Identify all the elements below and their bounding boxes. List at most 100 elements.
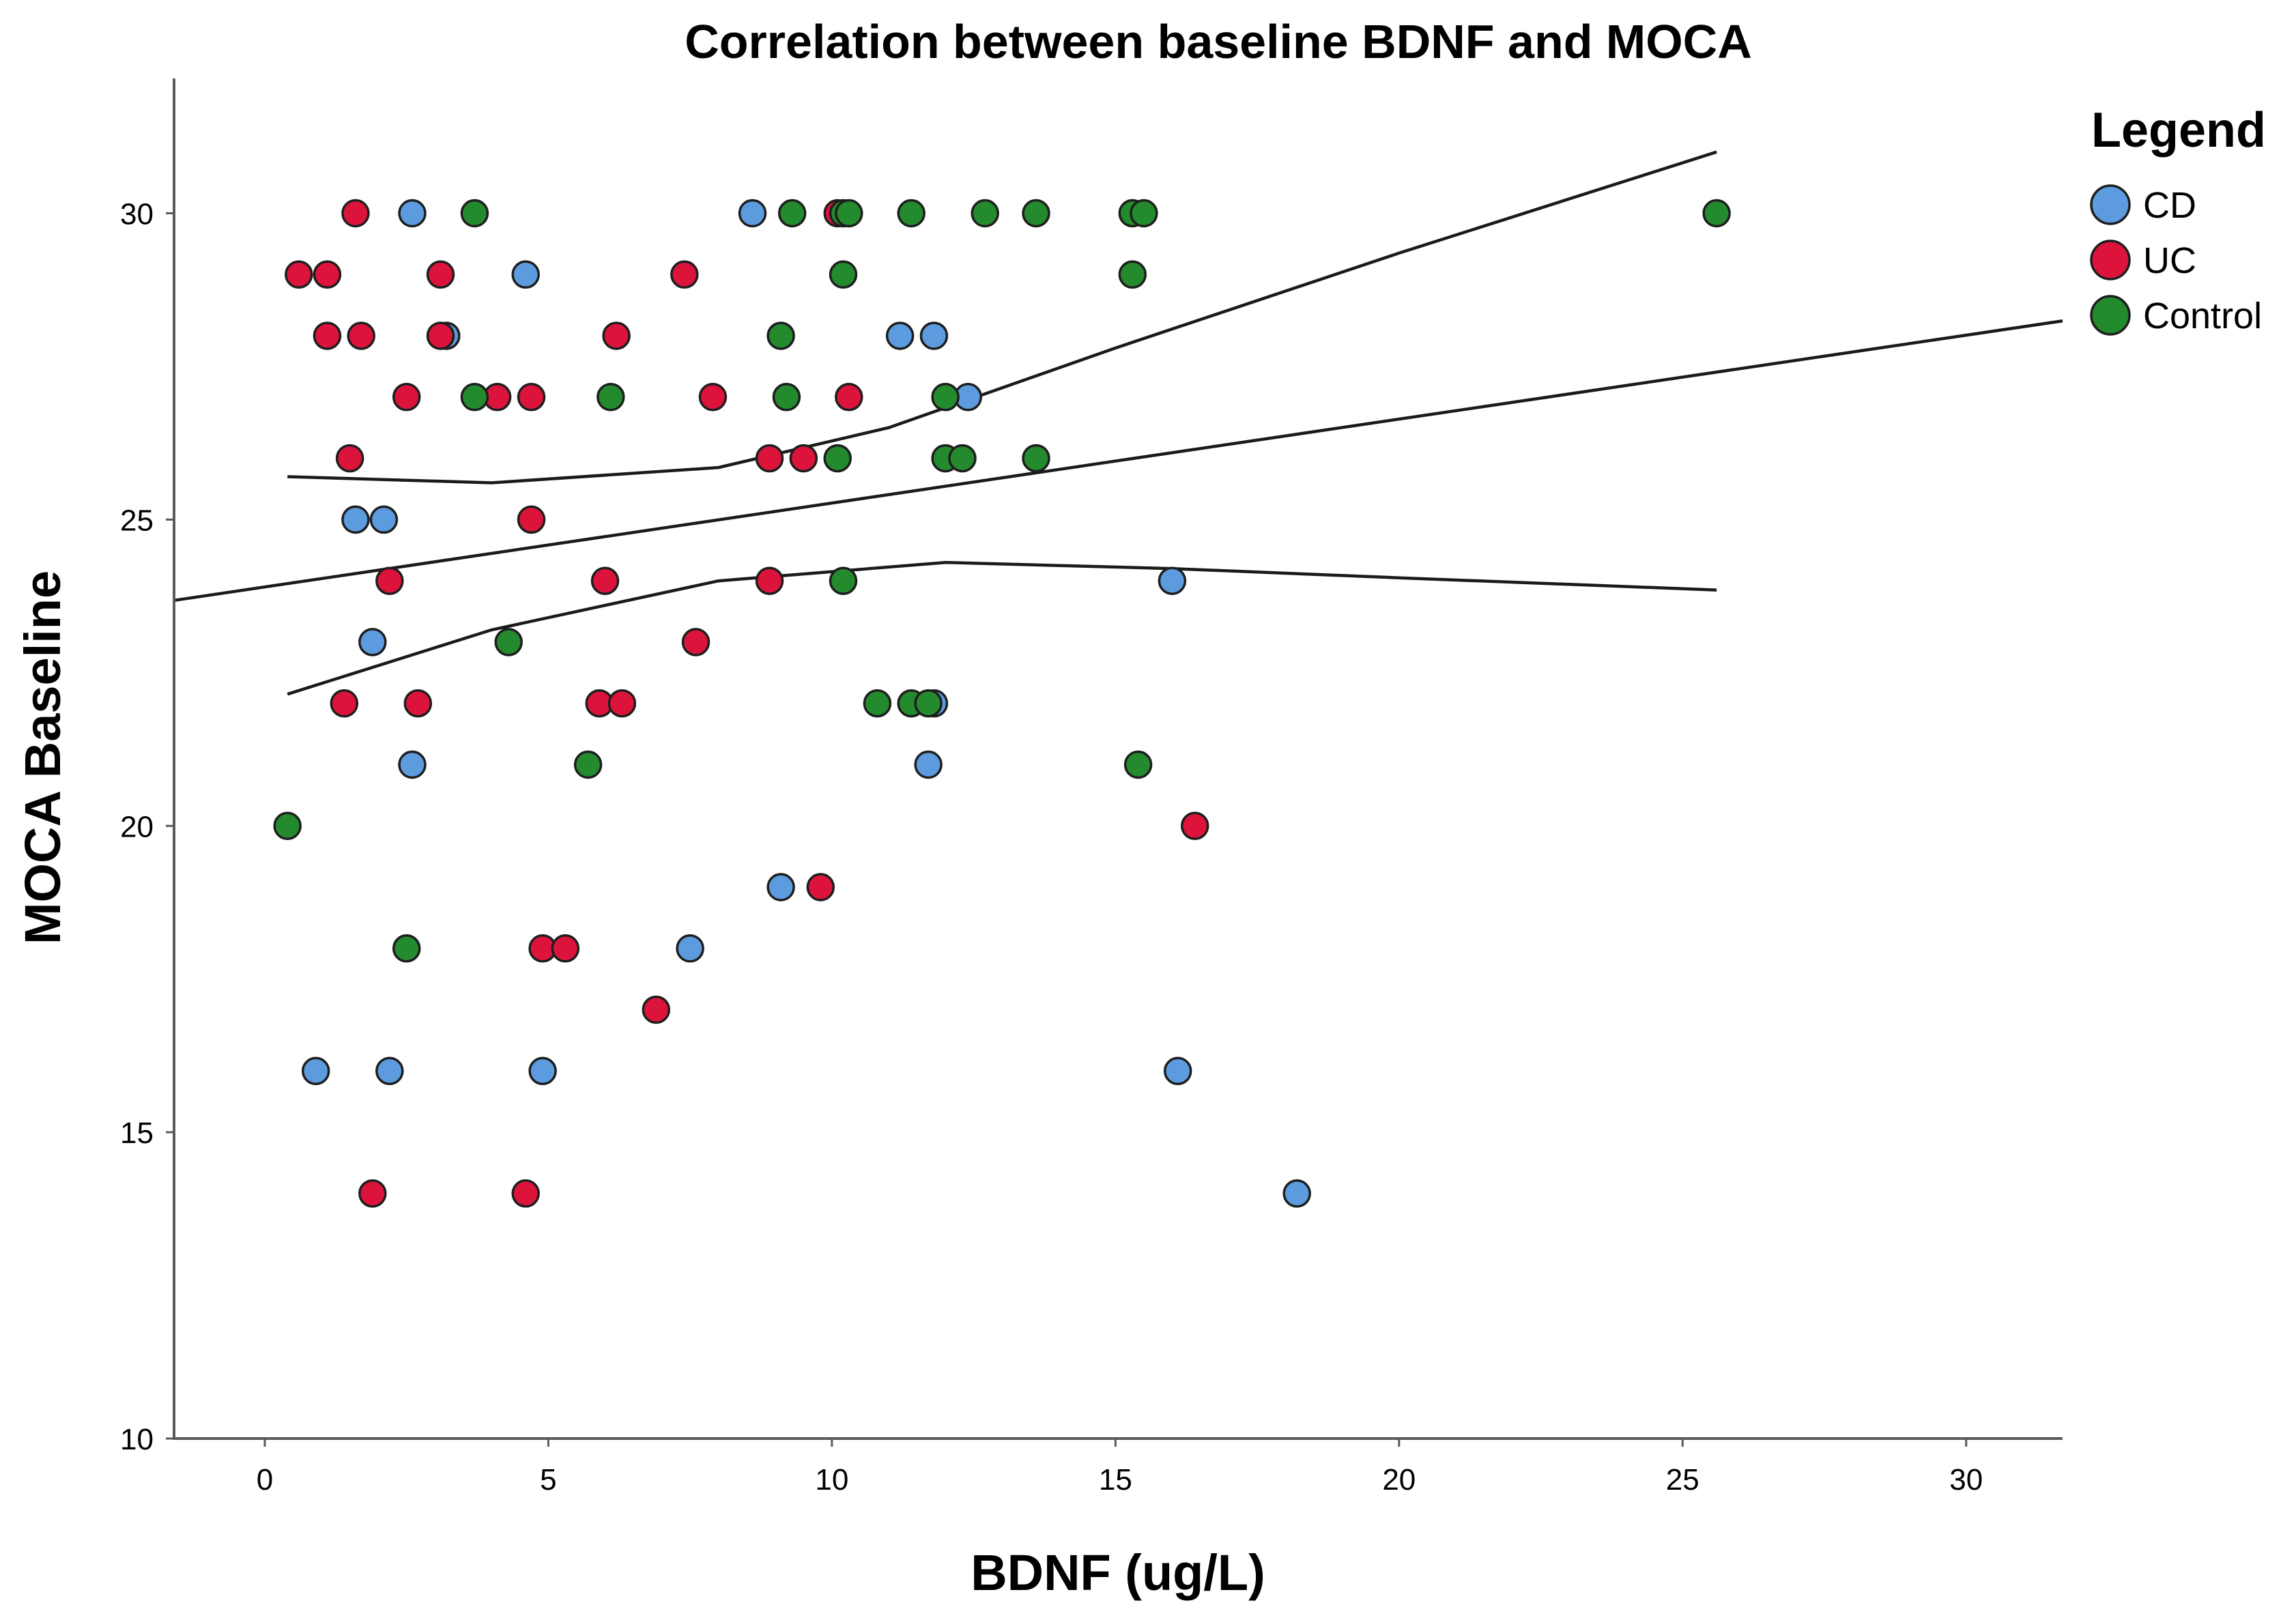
data-point-uc: [403, 689, 433, 718]
data-point-cd: [766, 873, 795, 901]
data-point-control: [897, 199, 925, 228]
legend-swatch-control: [2090, 295, 2131, 336]
data-point-uc: [789, 444, 818, 473]
legend-label-uc: UC: [2143, 240, 2196, 281]
chart-title: Correlation between baseline BDNF and MO…: [685, 15, 1752, 68]
data-point-control: [1702, 199, 1731, 228]
data-point-control: [1022, 444, 1050, 473]
data-point-uc: [426, 321, 455, 350]
data-point-uc: [551, 934, 580, 963]
data-point-control: [863, 689, 892, 718]
data-point-control: [971, 199, 999, 228]
data-point-control: [460, 383, 489, 411]
data-point-cd: [375, 1056, 404, 1086]
data-point-cd: [398, 199, 427, 228]
data-point-uc: [511, 1179, 540, 1208]
data-point-control: [1118, 260, 1147, 289]
data-point-uc: [642, 995, 671, 1024]
data-point-control: [1022, 199, 1050, 228]
tick-labels: 0 5 10 15 20 25 30 10 15 20 25 30: [120, 198, 1983, 1497]
data-point-uc: [347, 321, 375, 350]
data-point-uc: [313, 321, 342, 350]
plot-area: [173, 150, 2063, 1208]
legend-swatch-uc: [2090, 240, 2131, 280]
y-tick-label: 30: [120, 198, 154, 231]
data-point-control: [273, 811, 302, 841]
x-tick-label: 0: [257, 1463, 273, 1497]
data-point-cd: [1158, 566, 1187, 595]
data-point-control: [494, 628, 523, 656]
data-point-cd: [341, 505, 370, 534]
data-point-cd: [914, 750, 943, 779]
data-point-uc: [341, 199, 370, 228]
y-axis-label: MOCA Baseline: [14, 570, 71, 944]
data-point-uc: [806, 873, 835, 901]
data-point-cd: [885, 321, 915, 350]
data-point-control: [1130, 199, 1158, 228]
x-tick-label: 5: [540, 1463, 556, 1497]
data-point-uc: [285, 260, 313, 289]
data-point-control: [392, 934, 421, 963]
legend-label-cd: CD: [2143, 185, 2196, 226]
data-point-uc: [426, 260, 455, 289]
x-tick-label: 20: [1382, 1463, 1416, 1497]
data-point-uc: [602, 321, 631, 350]
data-point-control: [823, 444, 852, 473]
legend: Legend CD UC Control: [2090, 103, 2266, 336]
data-point-uc: [517, 505, 546, 534]
y-tick-label: 10: [120, 1423, 154, 1456]
data-point-control: [835, 199, 863, 228]
data-point-uc: [375, 566, 404, 595]
data-point-control: [1123, 750, 1153, 779]
data-point-control: [914, 689, 943, 718]
data-point-cd: [738, 199, 767, 228]
data-point-control: [597, 383, 625, 411]
y-tick-label: 15: [120, 1116, 154, 1150]
data-point-cd: [1282, 1179, 1311, 1208]
data-point-cd: [301, 1056, 330, 1086]
data-point-cd: [676, 934, 704, 963]
data-point-cd: [511, 260, 540, 289]
data-point-control: [829, 566, 858, 595]
data-point-uc: [681, 628, 711, 656]
data-point-control: [766, 321, 795, 350]
data-point-uc: [755, 566, 784, 595]
data-point-uc: [755, 444, 784, 473]
data-point-uc: [330, 689, 359, 718]
regression-line: [173, 319, 2063, 603]
data-point-uc: [517, 383, 546, 411]
axes: [173, 78, 2063, 1440]
data-point-cd: [528, 1056, 557, 1086]
data-point-uc: [590, 566, 620, 595]
data-point-control: [829, 260, 858, 289]
data-point-uc: [313, 260, 342, 289]
data-point-uc: [392, 383, 421, 411]
data-point-control: [948, 444, 977, 473]
legend-swatch-cd: [2090, 184, 2131, 225]
upper-confidence-curve: [287, 150, 1717, 485]
data-point-control: [573, 750, 603, 779]
data-point-uc: [670, 260, 699, 289]
data-point-uc: [835, 383, 863, 411]
data-point-control: [777, 199, 807, 228]
data-point-cd: [919, 321, 949, 350]
data-point-control: [931, 383, 960, 411]
y-tick-label: 20: [120, 810, 154, 843]
data-point-cd: [358, 628, 387, 656]
data-point-cd: [1163, 1056, 1192, 1086]
x-tick-label: 10: [815, 1463, 848, 1497]
y-tick-label: 25: [120, 504, 154, 537]
x-tick-label: 25: [1666, 1463, 1699, 1497]
lower-confidence-curve: [287, 560, 1717, 696]
data-point-cd: [369, 505, 399, 534]
data-point-uc: [607, 689, 637, 718]
data-point-uc: [1180, 811, 1209, 841]
x-tick-label: 15: [1099, 1463, 1132, 1497]
data-point-uc: [335, 444, 364, 473]
data-point-uc: [698, 383, 728, 411]
data-point-uc: [358, 1179, 387, 1208]
x-axis-label: BDNF (ug/L): [971, 1544, 1265, 1601]
data-point-control: [772, 383, 801, 411]
